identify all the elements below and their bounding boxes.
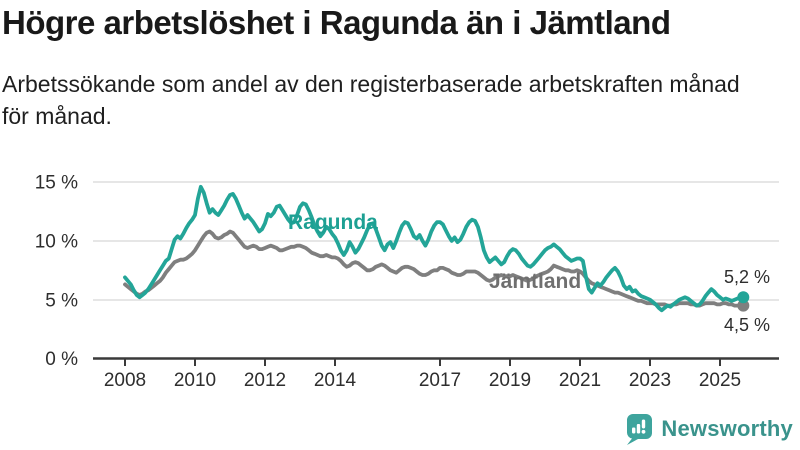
newsworthy-speech-bubble-chart-icon — [627, 414, 653, 445]
chart-subtitle: Arbetssökande som andel av den registerb… — [2, 71, 740, 129]
series-label-ragunda: Ragunda — [288, 211, 378, 234]
y-tick-label-5: 5 % — [45, 291, 78, 312]
x-tick-label-2023: 2023 — [629, 370, 671, 391]
x-tick-label-2025: 2025 — [699, 370, 741, 391]
y-axis-labels: 15 % 10 % 5 % 0 % — [35, 173, 78, 371]
x-tick-label-2019: 2019 — [489, 370, 531, 391]
series-label-jamtland: Jämtland — [489, 270, 581, 293]
x-tick-label-2010: 2010 — [174, 370, 216, 391]
y-tick-label-0: 0 % — [45, 349, 78, 370]
x-tick-label-2014: 2014 — [314, 370, 357, 391]
end-dot-jämtland — [737, 299, 750, 312]
gridlines — [93, 181, 779, 301]
y-tick-label-15: 15 % — [35, 173, 78, 194]
x-tick-label-2021: 2021 — [559, 370, 601, 391]
end-value-label-ragunda: 5,2 % — [724, 267, 770, 287]
line-chart: 15 % 10 % 5 % 0 % 2008 2010 2012 2014 2017 20… — [35, 173, 779, 391]
end-value-label-jamtland: 4,5 % — [724, 315, 770, 335]
end-dot-ragunda — [737, 291, 750, 304]
newsworthy-logo-text: Newsworthy — [661, 416, 793, 441]
x-tick-label-2017: 2017 — [419, 370, 461, 391]
series-lines — [123, 184, 750, 313]
newsworthy-logo[interactable]: Newsworthy — [625, 413, 793, 445]
y-tick-label-10: 10 % — [35, 232, 78, 253]
x-tick-label-2008: 2008 — [104, 370, 146, 391]
x-tick-label-2012: 2012 — [244, 370, 286, 391]
series-line-ragunda — [123, 184, 746, 313]
series-line-jämtland — [123, 229, 746, 308]
page-title: Högre arbetslöshet i Ragunda än i Jämtla… — [2, 4, 671, 41]
x-axis: 2008 2010 2012 2014 2017 2019 2021 2023 2025 — [93, 357, 779, 391]
